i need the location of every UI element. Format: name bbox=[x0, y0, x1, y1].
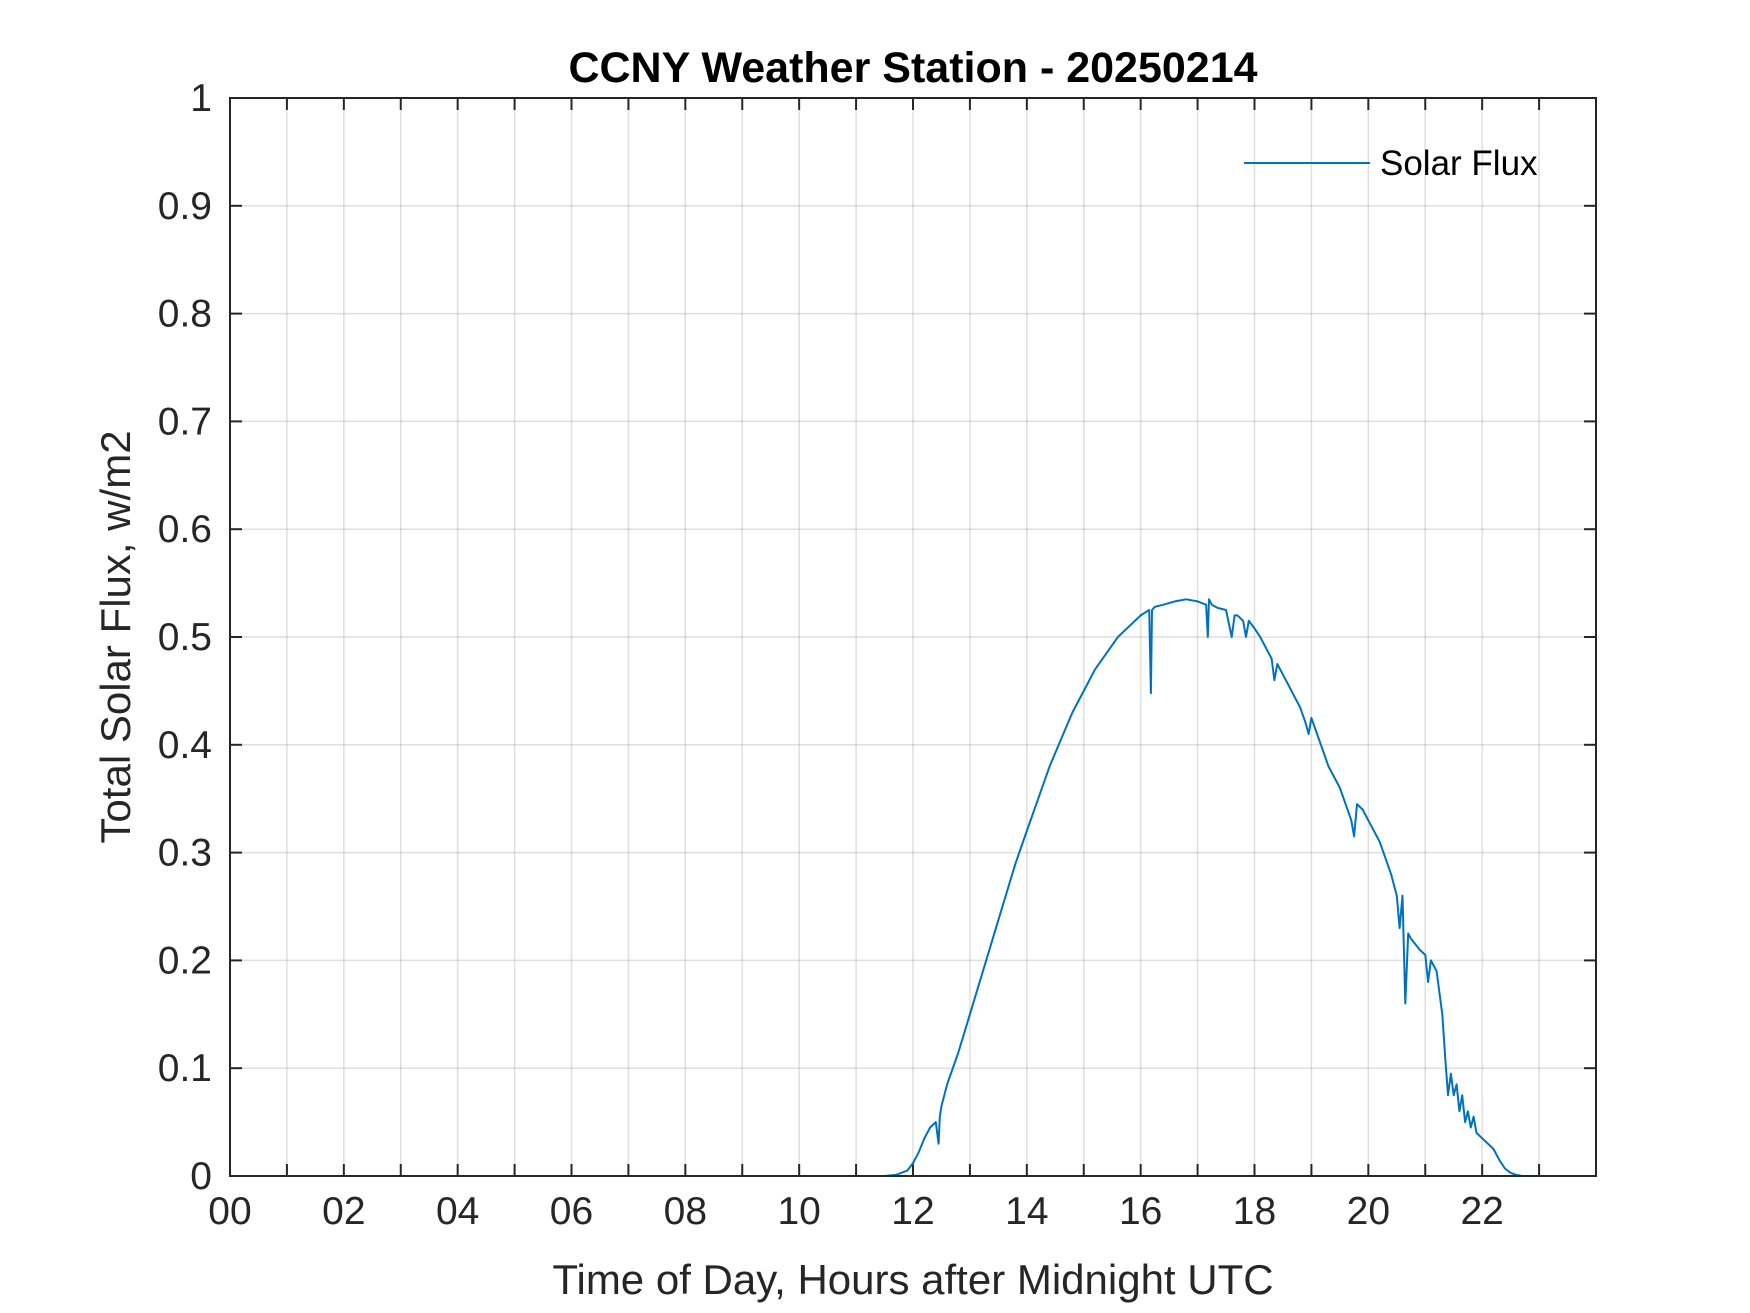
x-tick-label: 14 bbox=[1005, 1190, 1048, 1233]
chart-title: CCNY Weather Station - 20250214 bbox=[568, 44, 1257, 92]
x-tick-label: 12 bbox=[891, 1190, 934, 1233]
y-tick-label: 0.2 bbox=[158, 939, 212, 982]
x-tick-label: 10 bbox=[777, 1190, 820, 1233]
y-tick-label: 0.4 bbox=[158, 724, 212, 767]
y-tick-label: 0.3 bbox=[158, 832, 212, 875]
x-tick-label: 04 bbox=[436, 1190, 479, 1233]
y-tick-label: 0.5 bbox=[158, 616, 212, 659]
y-axis-label: Total Solar Flux, w/m2 bbox=[92, 430, 139, 843]
grid bbox=[230, 98, 1596, 1176]
x-tick-label: 00 bbox=[208, 1190, 251, 1233]
y-tick-label: 0 bbox=[190, 1155, 212, 1198]
x-tick-label: 08 bbox=[664, 1190, 707, 1233]
y-tick-label: 1 bbox=[190, 77, 212, 120]
x-tick-label: 02 bbox=[322, 1190, 365, 1233]
legend-label-solar-flux: Solar Flux bbox=[1380, 144, 1538, 183]
series-group bbox=[230, 598, 1596, 1177]
y-tick-label: 0.1 bbox=[158, 1047, 212, 1090]
x-tick-label: 18 bbox=[1233, 1190, 1276, 1233]
x-tick-label: 22 bbox=[1460, 1190, 1503, 1233]
x-tick-label: 20 bbox=[1347, 1190, 1390, 1233]
x-tick-labels: 00 02 04 06 08 10 12 14 16 18 20 22 bbox=[208, 1190, 1504, 1233]
x-tick-label: 16 bbox=[1119, 1190, 1162, 1233]
x-axis-label: Time of Day, Hours after Midnight UTC bbox=[552, 1256, 1273, 1303]
plot-frame bbox=[229, 97, 1597, 1177]
y-tick-label: 0.6 bbox=[158, 508, 212, 551]
x-tick-label: 06 bbox=[550, 1190, 593, 1233]
plot-area bbox=[230, 98, 1596, 1176]
series-line-solar-flux bbox=[230, 598, 1596, 1177]
y-tick-labels: 0 0.1 0.2 0.3 0.4 0.5 0.6 0.7 0.8 0.9 1 bbox=[158, 77, 212, 1198]
y-tick-label: 0.9 bbox=[158, 185, 212, 228]
y-tick-label: 0.8 bbox=[158, 293, 212, 336]
y-tick-label: 0.7 bbox=[158, 400, 212, 443]
legend: Solar Flux bbox=[1244, 144, 1538, 183]
